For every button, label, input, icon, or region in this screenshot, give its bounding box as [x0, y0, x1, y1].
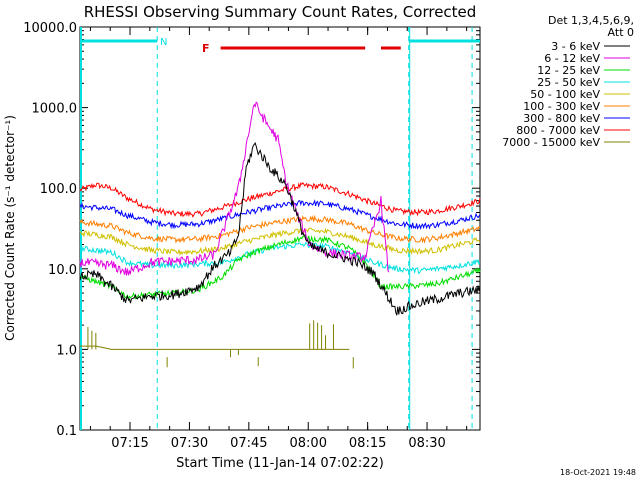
y-axis-ticks: 0.1 1.0 10.0 100.0 1000.0 10000.0 — [23, 21, 480, 439]
legend-label: 7000 - 15000 keV — [502, 136, 600, 149]
y-tick-label: 1.0 — [56, 343, 77, 358]
y-tick-label: 1000.0 — [32, 102, 78, 117]
legend-label: 800 - 7000 keV — [516, 124, 600, 137]
x-tick-label: 07:30 — [171, 436, 208, 451]
x-tick-label: 08:30 — [408, 436, 445, 451]
series-line — [79, 226, 481, 257]
flare-label: F — [202, 42, 210, 55]
plot-frame — [79, 26, 481, 431]
series-line — [79, 214, 481, 244]
series-line — [79, 142, 481, 316]
legend-header: Att 0 — [608, 26, 634, 39]
series-line — [79, 101, 390, 276]
legend-label: 50 - 100 keV — [530, 88, 600, 101]
legend-label: 25 - 50 keV — [537, 76, 600, 89]
y-tick-label: 100.0 — [40, 182, 77, 197]
legend-label: 300 - 800 keV — [523, 112, 600, 125]
y-tick-label: 0.1 — [56, 424, 77, 439]
legend-label: 6 - 12 keV — [544, 52, 600, 65]
x-axis-ticks: 07:15 07:30 07:45 08:00 08:15 08:30 — [89, 27, 468, 451]
legend-header: Det 1,3,4,5,6,9, — [548, 14, 634, 27]
x-tick-label: 07:45 — [230, 436, 267, 451]
footer-date: 18-Oct-2021 19:48 — [560, 468, 636, 477]
legend-label: 3 - 6 keV — [551, 40, 600, 53]
series-line — [80, 345, 350, 350]
y-tick-label: 10000.0 — [23, 21, 77, 36]
series-line — [79, 235, 481, 301]
series-line — [79, 199, 481, 231]
series-line — [79, 241, 481, 275]
night-label: N — [160, 37, 167, 48]
x-axis-title: Start Time (11-Jan-14 07:02:22) — [176, 456, 384, 471]
series-line — [79, 181, 481, 218]
x-tick-label: 08:00 — [290, 436, 327, 451]
y-axis-title: Corrected Count Rate (s⁻¹ detector⁻¹) — [3, 115, 17, 341]
series-lines — [79, 101, 481, 369]
x-tick-label: 07:15 — [111, 436, 148, 451]
x-tick-label: 08:15 — [349, 436, 386, 451]
y-tick-label: 10.0 — [48, 263, 77, 278]
chart-title: RHESSI Observing Summary Count Rates, Co… — [84, 3, 477, 21]
time-markers — [80, 27, 480, 430]
legend-label: 100 - 300 keV — [523, 100, 600, 113]
legend-label: 12 - 25 keV — [537, 64, 600, 77]
